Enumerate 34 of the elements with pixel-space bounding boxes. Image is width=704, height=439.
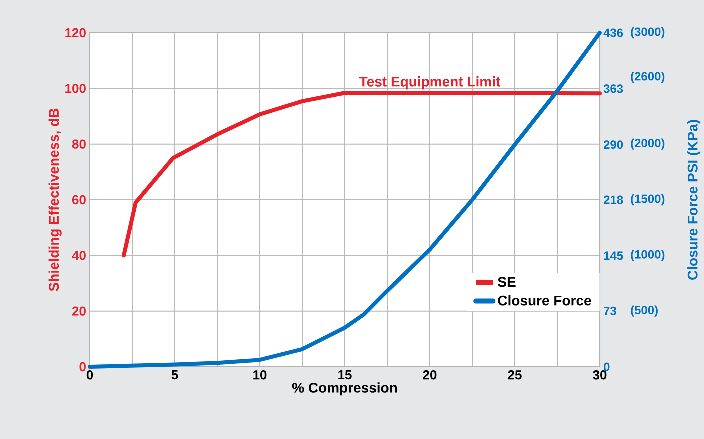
x-tick-label: 20 — [423, 370, 437, 380]
x-axis-title: % Compression — [292, 382, 398, 396]
y2-tick-label: 145 — [604, 252, 624, 260]
annotation: Test Equipment Limit — [360, 76, 500, 90]
legend-label: Closure Force — [498, 295, 592, 306]
legend-label: SE — [498, 277, 516, 288]
y-tick-label: 20 — [72, 306, 86, 316]
x-tick-label: 30 — [593, 370, 607, 380]
y-tick-label: 40 — [72, 251, 86, 260]
x-tick-label: 25 — [508, 370, 522, 380]
y-tick-label: 60 — [72, 195, 86, 205]
x-tick-label: 15 — [338, 370, 352, 380]
y-axis-title: Shielding Effectiveness, dB — [48, 108, 62, 292]
y3-tick-label: (2000) — [631, 138, 665, 150]
y2-tick-label: 218 — [604, 196, 624, 204]
y2-tick-label: 436 — [604, 28, 624, 38]
y3-tick-label: (1000) — [631, 250, 665, 262]
y2-tick-label: 73 — [604, 306, 616, 316]
x-tick-label: 0 — [86, 370, 94, 380]
y-tick-label: 100 — [66, 84, 86, 94]
y3-tick-label: (3000) — [631, 27, 665, 39]
y2-tick-label: 363 — [604, 84, 624, 94]
y-tick-label: 80 — [72, 140, 86, 149]
line-series — [88, 31, 602, 369]
y2-tick-label: 290 — [604, 140, 624, 150]
x-tick-label: 10 — [254, 370, 267, 380]
x-tick-label: 5 — [172, 370, 178, 380]
y3-tick-label: (500) — [631, 306, 658, 317]
y-tick-label: 0 — [80, 362, 86, 372]
y2-tick-label: 0 — [604, 362, 610, 372]
y3-tick-label: (2600) — [631, 72, 665, 84]
y-tick-label: 120 — [66, 28, 86, 38]
y3-tick-label: (1500) — [631, 194, 665, 206]
y2-axis-title: Closure Force PSI (KPa) — [688, 120, 701, 280]
